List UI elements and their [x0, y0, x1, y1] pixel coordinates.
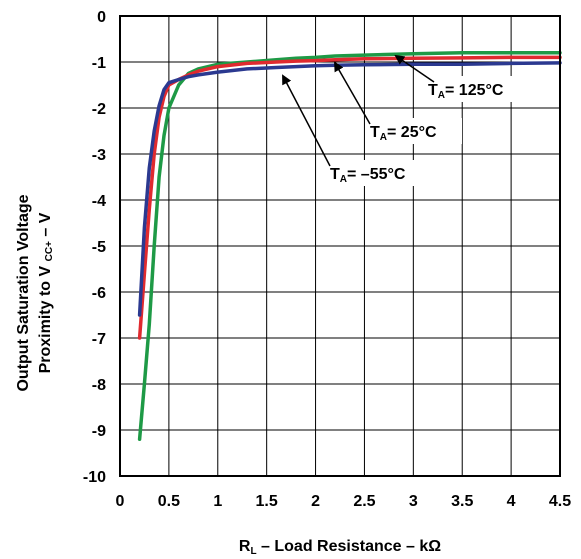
annotation-125c-text: = 125°C	[445, 82, 504, 99]
annotation-25c-text: = 25°C	[387, 124, 437, 141]
x-tick-label: 2	[311, 493, 320, 510]
y-tick-label: 0	[97, 9, 106, 26]
y-axis-title-line2: Proximity to V CC+ – V	[37, 212, 55, 373]
x-axis-title-rest: – Load Resistance – kΩ	[257, 538, 442, 555]
y-tick-labels: 0 -1 -2 -3 -4 -5 -6 -7 -8 -9 -10	[83, 9, 106, 486]
annotation-25c-t: T	[370, 124, 380, 141]
x-axis-title: RL – Load Resistance – kΩ	[239, 538, 441, 557]
annotation-25c: TA= 25°C	[334, 61, 462, 144]
x-tick-label: 3	[409, 493, 418, 510]
y-tick-label: -2	[92, 101, 106, 118]
y-tick-label: -8	[92, 377, 106, 394]
x-tick-labels: 0 0.5 1 1.5 2 2.5 3 3.5 4 4.5	[116, 493, 572, 510]
y-tick-label: -6	[92, 285, 106, 302]
annotation-125c-label: TA= 125°C	[428, 82, 504, 101]
y-axis-title-line1: Output Saturation Voltage	[15, 194, 32, 391]
annotation-125c-sub: A	[438, 90, 445, 101]
y-axis-title-suffix: – V	[37, 212, 54, 241]
annotation-125c-bg	[424, 76, 530, 102]
annotation-m55c: TA= –55°C	[282, 74, 438, 186]
x-tick-label: 3.5	[451, 493, 473, 510]
y-tick-label: -7	[92, 331, 106, 348]
y-tick-label: -10	[83, 469, 106, 486]
annotation-25c-bg	[366, 118, 462, 144]
y-tick-label: -1	[92, 55, 106, 72]
annotation-m55c-arrow	[282, 74, 331, 167]
y-axis-title-prefix: Proximity to V	[37, 261, 54, 373]
annotation-25c-sub: A	[380, 132, 387, 143]
annotation-m55c-sub: A	[340, 174, 347, 185]
y-tick-label: -9	[92, 423, 106, 440]
x-tick-label: 0	[116, 493, 125, 510]
annotation-25c-arrow	[334, 61, 371, 125]
annotation-m55c-t: T	[330, 166, 340, 183]
y-tick-label: -4	[92, 193, 106, 210]
annotation-125c-arrow	[394, 54, 435, 83]
plot-frame	[119, 15, 561, 477]
y-tick-label: -5	[92, 239, 106, 256]
annotation-m55c-label: TA= –55°C	[330, 166, 406, 185]
annotation-125c: TA= 125°C	[394, 54, 530, 102]
x-tick-label: 4.5	[549, 493, 571, 510]
annotation-m55c-text: = –55°C	[347, 166, 406, 183]
annotation-25c-label: TA= 25°C	[370, 124, 437, 143]
annotation-125c-t: T	[428, 82, 438, 99]
series-line-0	[137, 51, 562, 441]
y-tick-label: -3	[92, 147, 106, 164]
x-tick-label: 0.5	[158, 493, 180, 510]
x-tick-label: 1	[213, 493, 222, 510]
x-tick-label: 1.5	[256, 493, 278, 510]
x-tick-label: 2.5	[353, 493, 375, 510]
x-tick-label: 4	[507, 493, 516, 510]
x-axis-title-sub: L	[250, 546, 256, 557]
y-axis-title-sub: CC+	[44, 241, 55, 261]
y-axis-title: Output Saturation Voltage Proximity to V…	[15, 194, 55, 391]
x-axis-title-r: R	[239, 538, 251, 555]
annotation-m55c-bg	[326, 160, 438, 186]
